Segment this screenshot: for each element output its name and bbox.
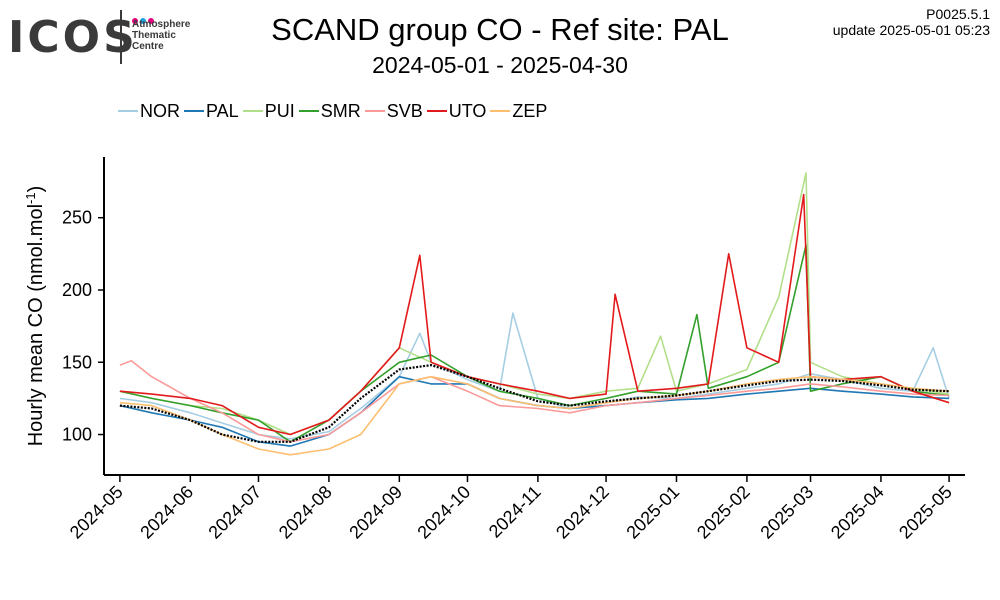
- y-axis-title: Hourly mean CO (nmol.mol-1): [23, 186, 48, 447]
- x-tick-label: 2024-05: [66, 482, 127, 543]
- legend-label: UTO: [448, 100, 487, 121]
- legend-label: PAL: [206, 100, 239, 121]
- y-tick-label: 250: [62, 208, 92, 228]
- logo-line-1: Atmosphere: [132, 19, 191, 30]
- trend-line: [119, 364, 950, 443]
- series-line-svb: [119, 359, 950, 443]
- x-tick-label: 2024-09: [345, 482, 406, 543]
- legend-item-zep: ZEP: [490, 101, 547, 122]
- logo-dot: [148, 18, 154, 24]
- legend-item-nor: NOR: [118, 101, 180, 122]
- legend-swatch: [490, 110, 511, 112]
- y-axis-title-close: ): [25, 186, 47, 193]
- legend-item-smr: SMR: [298, 100, 361, 122]
- series-line-pui: [119, 172, 950, 436]
- legend-label: ZEP: [512, 100, 548, 121]
- series-line-smr: [119, 244, 950, 443]
- legend-item-uto: UTO: [426, 100, 487, 122]
- icos-logo: ICOS Atmosphere Thematic Centre: [8, 8, 208, 68]
- y-tick-label: 150: [62, 352, 92, 372]
- y-tick-label: 200: [62, 280, 92, 300]
- legend-swatch: [184, 110, 204, 112]
- x-tick-label: 2024-12: [552, 482, 613, 543]
- logo-dot: [132, 18, 138, 24]
- series-line-uto: [119, 193, 950, 436]
- x-tick-label: 2025-03: [756, 482, 817, 543]
- legend-swatch: [118, 110, 138, 112]
- logo-dots-icon: [132, 11, 156, 29]
- x-tick-label: 2024-11: [485, 482, 545, 542]
- y-tick-label: 100: [62, 425, 92, 445]
- legend-swatch: [242, 110, 263, 112]
- x-tick-label: 2024-10: [413, 482, 474, 543]
- logo-dot: [140, 18, 146, 24]
- header-meta: P0025.5.1 update 2025-05-01 05:23: [833, 6, 990, 38]
- x-tick-label: 2025-05: [895, 482, 956, 543]
- legend-item-pal: PAL: [184, 101, 239, 122]
- x-tick-label: 2024-08: [275, 482, 336, 543]
- version-label: P0025.5.1: [926, 6, 990, 22]
- x-tick-label: 2024-06: [136, 482, 197, 543]
- logo-line-2: Thematic: [132, 30, 176, 41]
- legend-label: PUI: [264, 100, 295, 121]
- series-line-nor: [119, 312, 950, 440]
- legend-label: SMR: [320, 100, 361, 121]
- x-tick-label: 2025-04: [827, 482, 888, 543]
- logo-word: ICOS: [8, 12, 138, 63]
- legend-swatch: [298, 110, 319, 112]
- chart-legend: NOR PAL PUI SMR SVB UTO ZEP: [118, 99, 551, 123]
- update-label: update 2025-05-01 05:23: [832, 22, 990, 38]
- series-line-zep: [119, 375, 950, 456]
- chart-subtitle: 2024-05-01 - 2025-04-30: [372, 52, 628, 78]
- legend-label: SVB: [386, 100, 423, 121]
- logo-subtitle: Atmosphere Thematic Centre: [132, 19, 190, 52]
- y-axis-title-sup: -1: [23, 192, 38, 204]
- legend-swatch: [426, 110, 447, 112]
- x-tick-label: 2025-02: [693, 482, 754, 543]
- legend-item-svb: SVB: [364, 100, 423, 122]
- legend-swatch: [364, 110, 385, 112]
- x-tick-label: 2025-01: [622, 482, 683, 543]
- legend-item-pui: PUI: [242, 100, 295, 122]
- legend-label: NOR: [140, 100, 180, 121]
- logo-divider: [120, 10, 122, 64]
- logo-line-3: Centre: [132, 41, 164, 52]
- chart-title: SCAND group CO - Ref site: PAL: [271, 12, 729, 47]
- y-axis-title-main: Hourly mean CO (nmol.mol: [25, 204, 47, 446]
- x-tick-label: 2024-07: [204, 482, 265, 543]
